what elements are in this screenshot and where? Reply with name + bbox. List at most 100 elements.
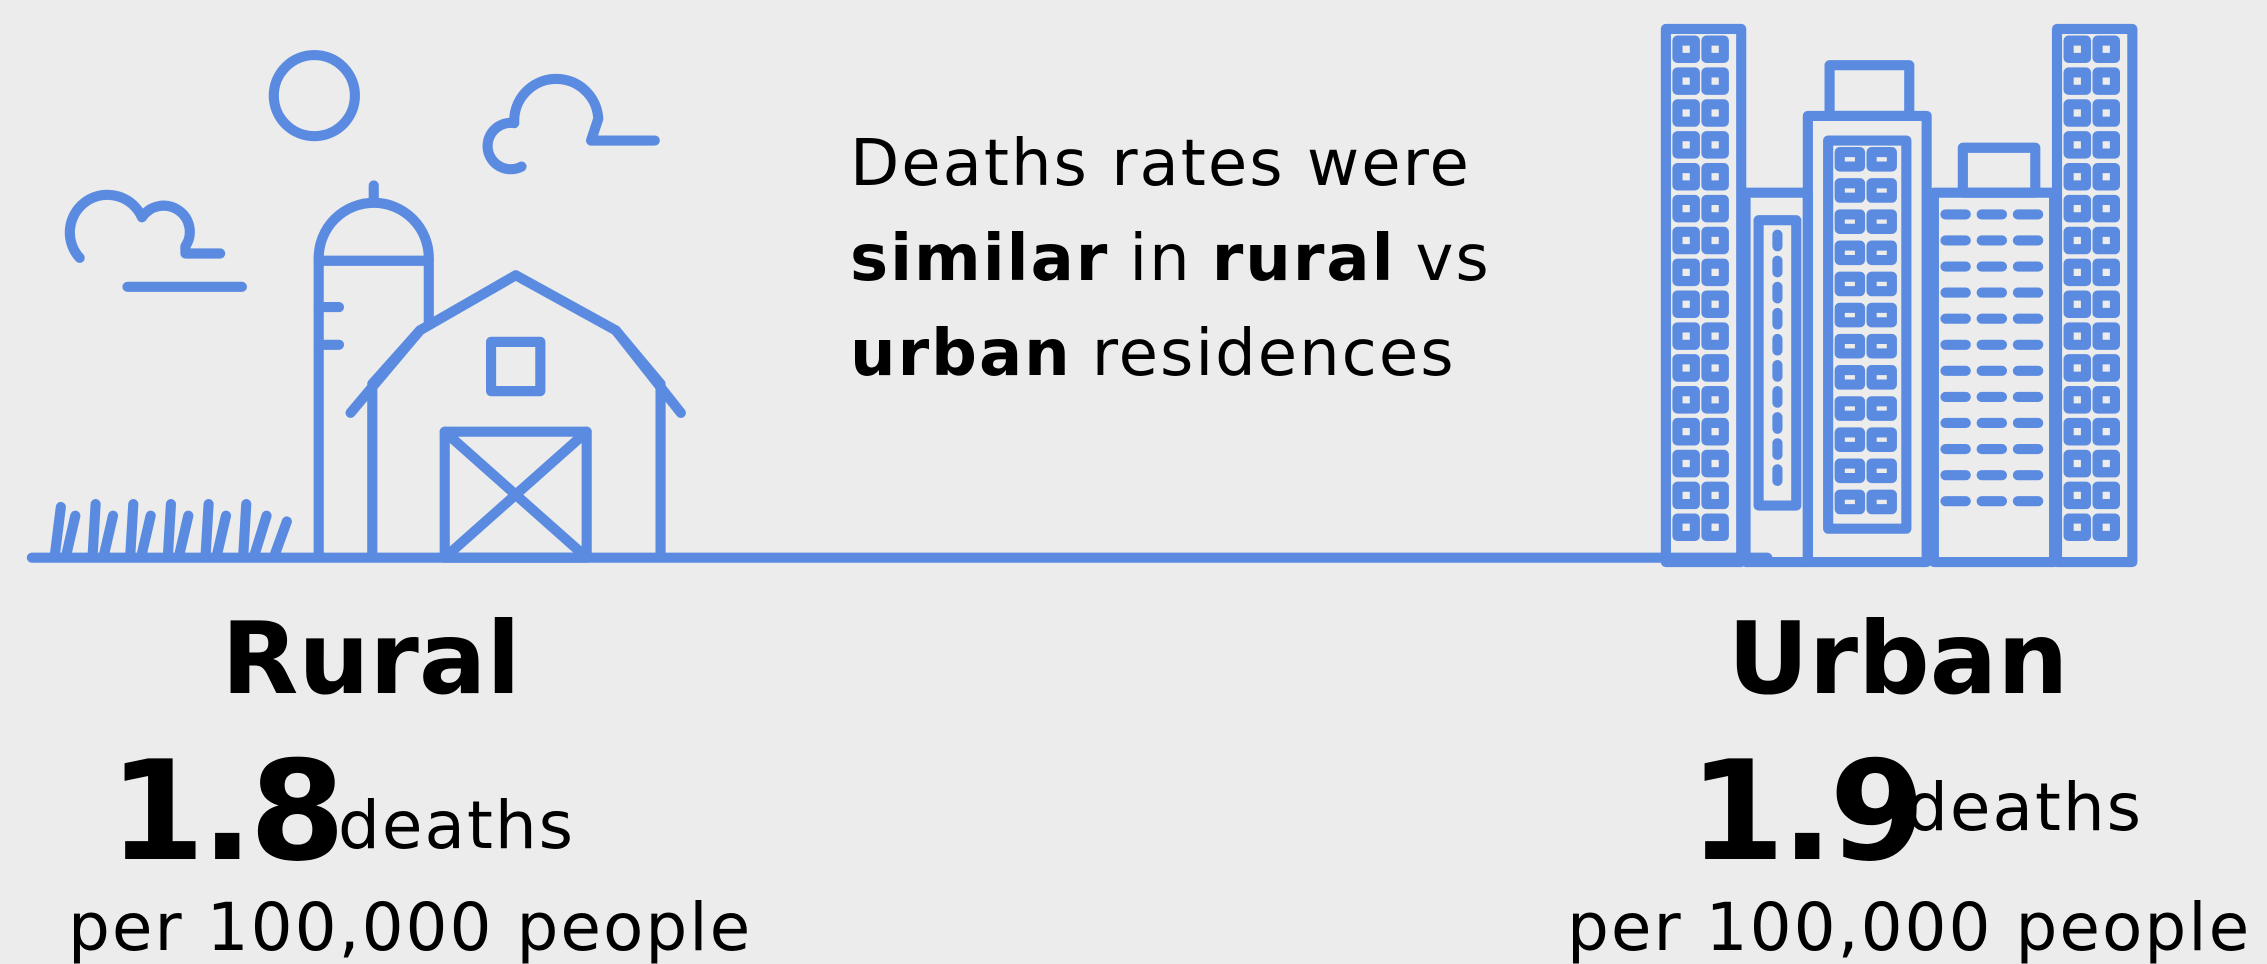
window (1706, 455, 1723, 472)
window (2069, 327, 2086, 344)
window (2098, 296, 2115, 313)
window (2069, 136, 2086, 153)
window (1677, 423, 1694, 440)
window (2069, 455, 2086, 472)
window (2098, 200, 2115, 217)
headline-segment: urban (850, 317, 1072, 391)
headline-segment: in (1129, 222, 1191, 296)
window (2069, 41, 2086, 58)
window (1706, 136, 1723, 153)
window (1872, 401, 1892, 415)
window (2069, 391, 2086, 408)
window (1840, 246, 1860, 260)
window (2069, 487, 2086, 504)
unit-label: deaths (338, 787, 575, 864)
unit-label: deaths (1906, 769, 2143, 846)
window (1706, 359, 1723, 376)
window (2098, 168, 2115, 185)
window (1677, 264, 1694, 281)
window (1872, 464, 1892, 478)
headline-segment: rural (1212, 222, 1396, 296)
window (1706, 487, 1723, 504)
window (1840, 370, 1860, 384)
window (1872, 370, 1892, 384)
farm-icon (55, 55, 681, 558)
window (1840, 339, 1860, 353)
window (1677, 487, 1694, 504)
window (2098, 391, 2115, 408)
window (1677, 455, 1694, 472)
window (2069, 72, 2086, 89)
window (1872, 495, 1892, 509)
per-label: per 100,000 people (68, 889, 752, 964)
window (1677, 104, 1694, 121)
window (2098, 232, 2115, 249)
window (1840, 401, 1860, 415)
window (2098, 519, 2115, 536)
headline-line: Deaths rates were (850, 127, 1471, 201)
window (1677, 519, 1694, 536)
window (1706, 296, 1723, 313)
infographic: Deaths rates weresimilarinruralvsurbanre… (0, 0, 2267, 964)
headline-segment: similar (850, 222, 1109, 296)
window (1872, 308, 1892, 322)
per-label: per 100,000 people (1567, 889, 2251, 964)
window (1840, 308, 1860, 322)
window (1706, 104, 1723, 121)
headline-segment: Deaths rates were (850, 127, 1471, 201)
headline-line: urban residences (850, 317, 1456, 391)
window (1706, 327, 1723, 344)
window (1706, 232, 1723, 249)
window (1706, 264, 1723, 281)
window (1677, 327, 1694, 344)
death-rate-value: 1.9 (1689, 731, 1921, 892)
window (2098, 72, 2115, 89)
window (1706, 423, 1723, 440)
window (2098, 104, 2115, 121)
window (1706, 72, 1723, 89)
death-rate-value: 1.8 (109, 731, 341, 892)
window (2098, 487, 2115, 504)
city-icon (1666, 29, 2132, 562)
window (1706, 391, 1723, 408)
location-label: Urban (1728, 600, 2069, 717)
window (2098, 455, 2115, 472)
window (1872, 214, 1892, 228)
window (1677, 41, 1694, 58)
window (1706, 41, 1723, 58)
window (2069, 423, 2086, 440)
window (1677, 200, 1694, 217)
window (1840, 277, 1860, 291)
window (1872, 432, 1892, 446)
window (2069, 519, 2086, 536)
window (1872, 183, 1892, 197)
window (1677, 391, 1694, 408)
window (2069, 104, 2086, 121)
window (1677, 232, 1694, 249)
window (1677, 136, 1694, 153)
window (2069, 359, 2086, 376)
window (2069, 168, 2086, 185)
window (1706, 168, 1723, 185)
window (2098, 359, 2115, 376)
window (1840, 495, 1860, 509)
window (1706, 519, 1723, 536)
window (2098, 327, 2115, 344)
window (1677, 168, 1694, 185)
window (2098, 264, 2115, 281)
window (1872, 246, 1892, 260)
location-label: Rural (221, 600, 520, 717)
window (1872, 339, 1892, 353)
window (2098, 136, 2115, 153)
window (1677, 296, 1694, 313)
window (1840, 183, 1860, 197)
window (1840, 214, 1860, 228)
window (2098, 423, 2115, 440)
window (1840, 464, 1860, 478)
headline-segment: residences (1092, 317, 1456, 391)
window (1872, 152, 1892, 166)
window (2098, 41, 2115, 58)
